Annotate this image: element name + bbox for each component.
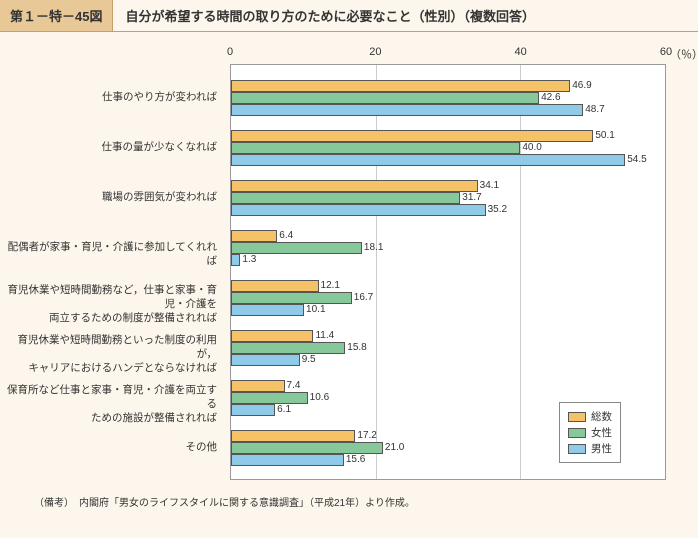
- bar-value-label: 12.1: [318, 280, 340, 291]
- bar-group: 46.942.648.7: [231, 80, 665, 116]
- bar-male: 48.7: [231, 104, 583, 116]
- chart-area: 0204060（％） 46.942.648.750.140.054.534.13…: [0, 32, 698, 488]
- bar-group: 6.418.11.3: [231, 230, 665, 266]
- bar-value-label: 48.7: [582, 104, 604, 115]
- bar-total: 50.1: [231, 130, 593, 142]
- bar-value-label: 15.8: [344, 342, 366, 353]
- bar-male: 1.3: [231, 254, 240, 266]
- bar-female: 40.0: [231, 142, 520, 154]
- bar-female: 42.6: [231, 92, 539, 104]
- category-label: 育児休業や短時間勤務といった制度の利用が，キャリアにおけるハンデとならなければ: [2, 333, 217, 376]
- bar-value-label: 46.9: [569, 80, 591, 91]
- category-labels: 仕事のやり方が変われば仕事の量が少なくなれば職場の雰囲気が変われば配偶者が家事・…: [0, 64, 225, 480]
- legend-item: 総数: [568, 409, 612, 424]
- legend-item: 女性: [568, 425, 612, 440]
- bar-value-label: 6.1: [274, 404, 291, 415]
- bar-male: 9.5: [231, 354, 300, 366]
- bar-total: 46.9: [231, 80, 570, 92]
- bar-total: 12.1: [231, 280, 319, 292]
- bar-value-label: 16.7: [351, 292, 373, 303]
- figure-header: 第１－特－45図 自分が希望する時間の取り方のために必要なこと（性別）（複数回答…: [0, 0, 698, 32]
- legend-item: 男性: [568, 441, 612, 456]
- legend-label: 男性: [591, 441, 612, 456]
- bar-female: 10.6: [231, 392, 308, 404]
- bar-value-label: 18.1: [361, 242, 383, 253]
- bar-value-label: 11.4: [312, 330, 334, 341]
- bar-group: 11.415.89.5: [231, 330, 665, 366]
- bar-female: 15.8: [231, 342, 345, 354]
- axis-tick: 0: [227, 46, 233, 58]
- axis-tick: 20: [369, 46, 381, 58]
- bar-male: 54.5: [231, 154, 625, 166]
- bar-group: 50.140.054.5: [231, 130, 665, 166]
- x-axis: 0204060（％）: [230, 46, 666, 64]
- bar-value-label: 15.6: [343, 454, 365, 465]
- bar-total: 34.1: [231, 180, 478, 192]
- legend-swatch: [568, 412, 586, 422]
- category-label: 育児休業や短時間勤務など，仕事と家事・育児・介護を両立するための制度が整備されれ…: [2, 283, 217, 326]
- bar-male: 10.1: [231, 304, 304, 316]
- legend-swatch: [568, 428, 586, 438]
- category-label: 職場の雰囲気が変われば: [2, 190, 217, 204]
- bar-value-label: 21.0: [382, 442, 404, 453]
- category-label: 保育所など仕事と家事・育児・介護を両立するための施設が整備されれば: [2, 383, 217, 426]
- category-label: 仕事のやり方が変われば: [2, 90, 217, 104]
- bar-value-label: 6.4: [276, 230, 293, 241]
- gridline: [520, 65, 521, 479]
- bar-value-label: 54.5: [624, 154, 646, 165]
- legend: 総数女性男性: [559, 402, 621, 463]
- bar-total: 11.4: [231, 330, 313, 342]
- bar-group: 12.116.710.1: [231, 280, 665, 316]
- figure-number: 第１－特－45図: [0, 0, 113, 31]
- plot-area: 46.942.648.750.140.054.534.131.735.26.41…: [230, 64, 666, 480]
- bar-value-label: 1.3: [239, 254, 256, 265]
- figure-title: 自分が希望する時間の取り方のために必要なこと（性別）（複数回答）: [113, 0, 698, 31]
- bar-value-label: 10.1: [303, 304, 325, 315]
- bar-value-label: 50.1: [592, 130, 614, 141]
- bar-male: 15.6: [231, 454, 344, 466]
- bar-female: 31.7: [231, 192, 460, 204]
- bar-total: 6.4: [231, 230, 277, 242]
- bar-total: 17.2: [231, 430, 355, 442]
- bar-total: 7.4: [231, 380, 285, 392]
- legend-label: 女性: [591, 425, 612, 440]
- gridline: [376, 65, 377, 479]
- axis-unit: （％）: [670, 46, 698, 62]
- bar-value-label: 9.5: [299, 354, 316, 365]
- axis-tick: 40: [515, 46, 527, 58]
- bar-male: 6.1: [231, 404, 275, 416]
- bar-value-label: 40.0: [519, 142, 541, 153]
- bar-value-label: 42.6: [538, 92, 560, 103]
- bar-value-label: 17.2: [354, 430, 376, 441]
- category-label: 配偶者が家事・育児・介護に参加してくれれば: [2, 240, 217, 268]
- bar-male: 35.2: [231, 204, 486, 216]
- bar-value-label: 7.4: [284, 380, 301, 391]
- figure-container: 第１－特－45図 自分が希望する時間の取り方のために必要なこと（性別）（複数回答…: [0, 0, 698, 538]
- bar-group: 34.131.735.2: [231, 180, 665, 216]
- bar-value-label: 35.2: [485, 204, 507, 215]
- category-label: 仕事の量が少なくなれば: [2, 140, 217, 154]
- legend-swatch: [568, 444, 586, 454]
- bar-female: 21.0: [231, 442, 383, 454]
- bar-value-label: 34.1: [477, 180, 499, 191]
- legend-label: 総数: [591, 409, 612, 424]
- bar-value-label: 31.7: [459, 192, 481, 203]
- bar-value-label: 10.6: [307, 392, 329, 403]
- figure-note: （備考） 内閣府「男女のライフスタイルに関する意識調査」（平成21年）より作成。: [0, 488, 698, 509]
- category-label: その他: [2, 440, 217, 454]
- bar-female: 16.7: [231, 292, 352, 304]
- bar-female: 18.1: [231, 242, 362, 254]
